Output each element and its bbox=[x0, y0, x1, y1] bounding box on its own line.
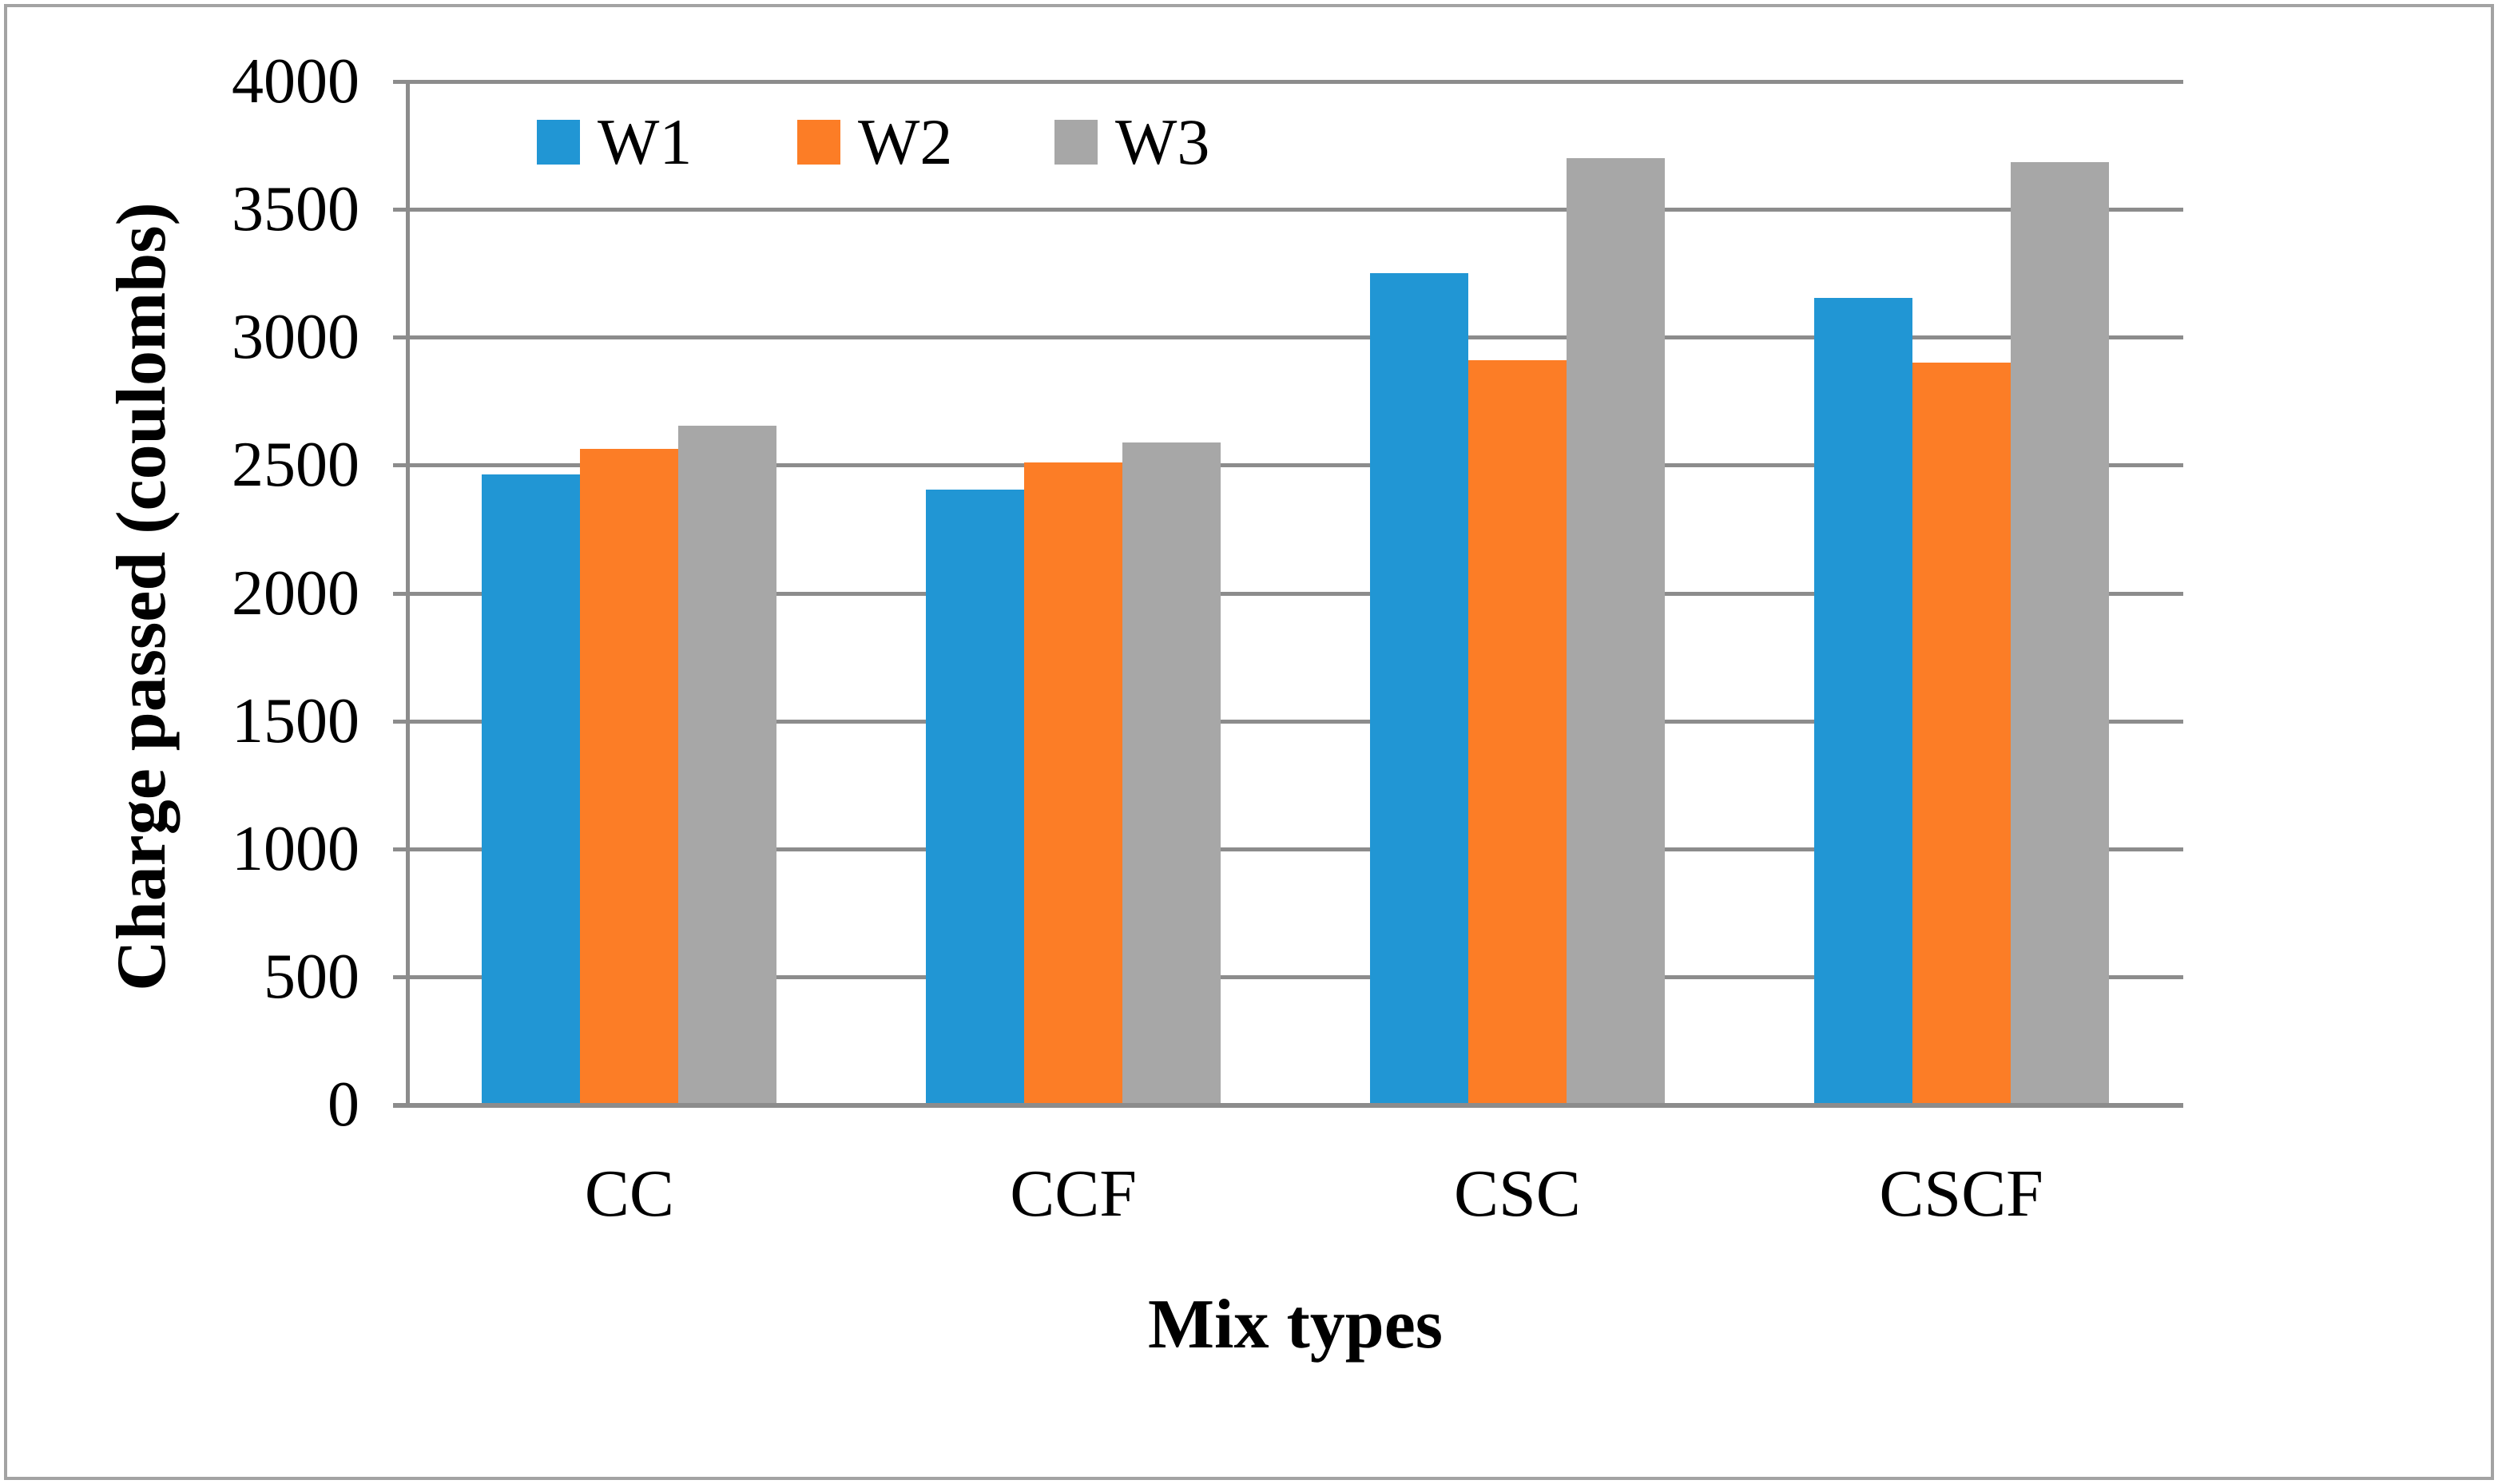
bar-W1-CSCF bbox=[1813, 297, 1912, 1105]
legend-label-W3: W3 bbox=[1115, 105, 1210, 178]
gridline-4000 bbox=[407, 80, 2183, 84]
bar-W1-CC bbox=[482, 474, 581, 1105]
y-tick-label-2500: 2500 bbox=[232, 430, 359, 501]
x-tick-label-CC: CC bbox=[584, 1157, 674, 1231]
y-tick-label-2000: 2000 bbox=[232, 557, 359, 629]
y-tick-mark-2500 bbox=[393, 463, 407, 468]
bar-W3-CC bbox=[678, 425, 777, 1105]
x-tick-label-CSC: CSC bbox=[1453, 1157, 1581, 1231]
y-tick-label-500: 500 bbox=[264, 941, 359, 1012]
x-axis-title: Mix types bbox=[1147, 1286, 1444, 1363]
y-tick-mark-3500 bbox=[393, 208, 407, 212]
y-tick-mark-2000 bbox=[393, 591, 407, 596]
legend-swatch-W1 bbox=[537, 120, 580, 165]
y-tick-mark-1500 bbox=[393, 719, 407, 724]
figure-border bbox=[4, 4, 2494, 1480]
gridline-3500 bbox=[407, 208, 2183, 212]
gridline-3000 bbox=[407, 335, 2183, 340]
x-axis-line bbox=[393, 1103, 2183, 1108]
legend-label-W1: W1 bbox=[598, 105, 693, 178]
y-tick-label-3500: 3500 bbox=[232, 174, 359, 245]
y-tick-label-3000: 3000 bbox=[232, 302, 359, 373]
y-axis-title: Charge passed (coulombs) bbox=[103, 202, 181, 991]
gridline-500 bbox=[407, 974, 2183, 979]
y-axis-line bbox=[406, 81, 410, 1107]
bar-W1-CSC bbox=[1369, 273, 1468, 1105]
bar-W2-CC bbox=[580, 448, 679, 1105]
gridline-2000 bbox=[407, 591, 2183, 596]
y-tick-label-0: 0 bbox=[328, 1069, 359, 1140]
bar-W2-CSCF bbox=[1912, 363, 2011, 1105]
y-tick-mark-500 bbox=[393, 974, 407, 979]
y-tick-mark-4000 bbox=[393, 80, 407, 84]
legend-label-W2: W2 bbox=[858, 105, 953, 178]
legend-swatch-W2 bbox=[797, 120, 840, 165]
y-tick-mark-1000 bbox=[393, 847, 407, 851]
y-tick-label-1000: 1000 bbox=[232, 813, 359, 884]
y-tick-mark-3000 bbox=[393, 335, 407, 340]
y-tick-label-4000: 4000 bbox=[232, 46, 359, 117]
bar-W2-CSC bbox=[1467, 360, 1567, 1105]
legend-swatch-W3 bbox=[1054, 120, 1098, 165]
bar-W3-CCF bbox=[1122, 442, 1221, 1105]
gridline-1500 bbox=[407, 719, 2183, 724]
x-tick-label-CSCF: CSCF bbox=[1879, 1157, 2043, 1231]
gridline-1000 bbox=[407, 847, 2183, 851]
bar-W3-CSCF bbox=[2010, 161, 2109, 1105]
bar-W3-CSC bbox=[1566, 158, 1665, 1105]
x-tick-label-CCF: CCF bbox=[1010, 1157, 1138, 1231]
gridline-2500 bbox=[407, 463, 2183, 468]
bar-W1-CCF bbox=[926, 489, 1025, 1105]
bar-W2-CCF bbox=[1024, 462, 1123, 1105]
y-tick-label-1500: 1500 bbox=[232, 685, 359, 756]
